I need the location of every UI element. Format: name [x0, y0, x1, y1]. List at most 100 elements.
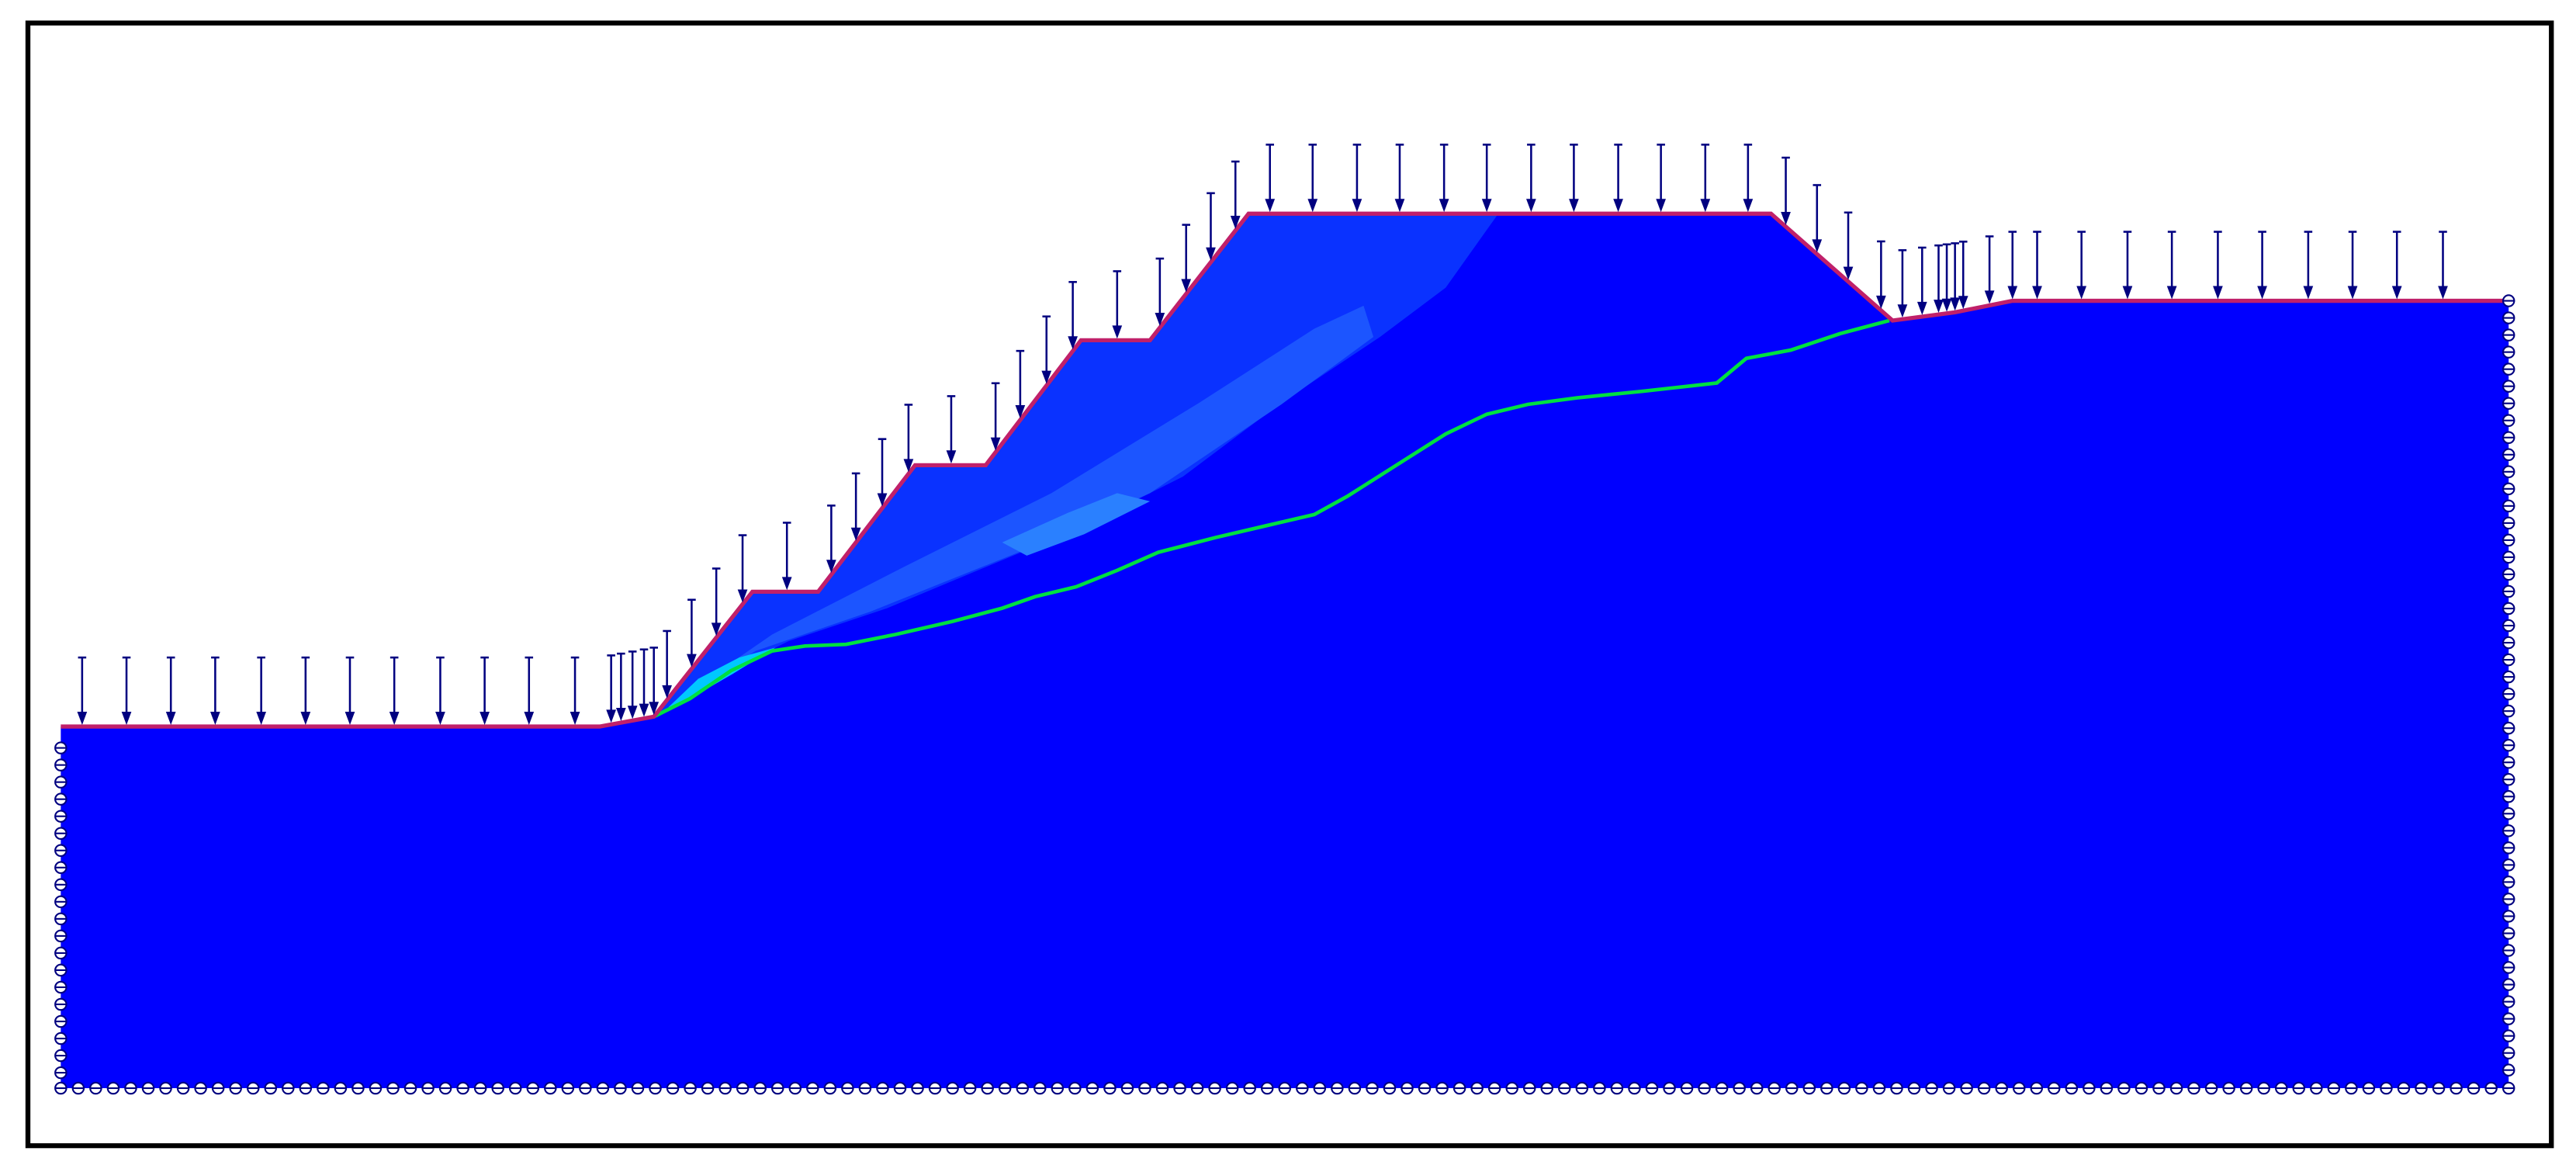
load-arrow: [1041, 315, 1052, 384]
support: [211, 1081, 225, 1095]
support: [2310, 1081, 2323, 1095]
support: [2222, 1081, 2235, 1095]
support: [858, 1081, 872, 1095]
support: [1925, 1081, 1938, 1095]
support: [1540, 1081, 1554, 1095]
support: [2502, 294, 2515, 307]
support: [2502, 619, 2515, 633]
arrow-head: [524, 712, 535, 725]
support: [1260, 1081, 1274, 1095]
support: [2502, 1029, 2515, 1042]
load-arrow: [687, 598, 697, 667]
support: [386, 1081, 400, 1095]
support: [1522, 1081, 1536, 1095]
support: [2502, 311, 2515, 324]
load-arrow: [903, 404, 914, 473]
support: [631, 1081, 645, 1095]
arrow-head: [2007, 286, 2018, 300]
load-arrow: [946, 395, 957, 464]
support: [2502, 738, 2515, 752]
support: [159, 1081, 172, 1095]
arrow-head: [2032, 286, 2042, 300]
arrow-head: [2122, 286, 2133, 300]
support: [194, 1081, 207, 1095]
arrow-head: [1613, 199, 1623, 213]
support: [893, 1081, 907, 1095]
support: [2502, 431, 2515, 445]
support: [579, 1081, 592, 1095]
load-arrow: [1984, 235, 1995, 304]
arrow-head: [435, 712, 445, 725]
arrow-head: [1394, 199, 1405, 213]
support: [2502, 704, 2515, 718]
support: [1296, 1081, 1309, 1095]
arrow-head: [1230, 215, 1241, 229]
load-arrow: [2303, 231, 2314, 300]
support: [264, 1081, 278, 1095]
support: [2450, 1081, 2463, 1095]
support: [2502, 1046, 2515, 1059]
load-arrow: [1958, 241, 1968, 310]
load-arrow: [990, 382, 1001, 451]
load-arrow: [2007, 231, 2018, 300]
support: [2502, 584, 2515, 598]
support: [317, 1081, 330, 1095]
support: [54, 827, 68, 840]
support: [2502, 636, 2515, 650]
support: [2257, 1081, 2270, 1095]
load-arrow: [165, 656, 176, 725]
load-arrow: [2347, 231, 2358, 300]
support: [508, 1081, 522, 1095]
load-arrow: [826, 505, 836, 574]
support: [1628, 1081, 1641, 1095]
arrow-head: [1481, 199, 1492, 213]
load-arrow: [662, 629, 672, 699]
arrow-head: [1941, 298, 1952, 312]
support: [2502, 499, 2515, 513]
support: [54, 1014, 68, 1028]
support: [771, 1081, 784, 1095]
support: [2502, 961, 2515, 974]
arrow-head: [77, 712, 88, 725]
support: [54, 1049, 68, 1063]
support: [2397, 1081, 2411, 1095]
support: [54, 758, 68, 772]
support: [1715, 1081, 1729, 1095]
support: [2204, 1081, 2218, 1095]
support: [911, 1081, 924, 1095]
support: [2502, 397, 2515, 410]
support: [491, 1081, 504, 1095]
support: [2380, 1081, 2393, 1095]
arrow-head: [121, 712, 132, 725]
arrow-head: [2438, 286, 2448, 300]
support: [1645, 1081, 1659, 1095]
load-arrow: [1206, 192, 1216, 261]
support: [54, 878, 68, 892]
support: [998, 1081, 1012, 1095]
arrow-head: [2213, 286, 2223, 300]
support: [1733, 1081, 1746, 1095]
load-arrow: [1843, 211, 1854, 280]
support: [788, 1081, 802, 1095]
support: [2502, 533, 2515, 547]
support: [806, 1081, 819, 1095]
support: [421, 1081, 435, 1095]
support: [1173, 1081, 1186, 1095]
load-arrow: [1897, 249, 1908, 318]
support: [1383, 1081, 1397, 1095]
support: [2502, 824, 2515, 837]
load-arrow: [2076, 231, 2087, 300]
support: [1401, 1081, 1414, 1095]
support: [124, 1081, 137, 1095]
support: [54, 844, 68, 858]
support: [718, 1081, 732, 1095]
support: [981, 1081, 994, 1095]
arrow-head: [210, 712, 220, 725]
support: [1977, 1081, 1991, 1095]
support: [2502, 328, 2515, 342]
support: [753, 1081, 767, 1095]
load-arrow: [850, 472, 861, 541]
load-arrow: [627, 650, 638, 719]
arrow-head: [1812, 239, 1823, 253]
support: [2152, 1081, 2166, 1095]
